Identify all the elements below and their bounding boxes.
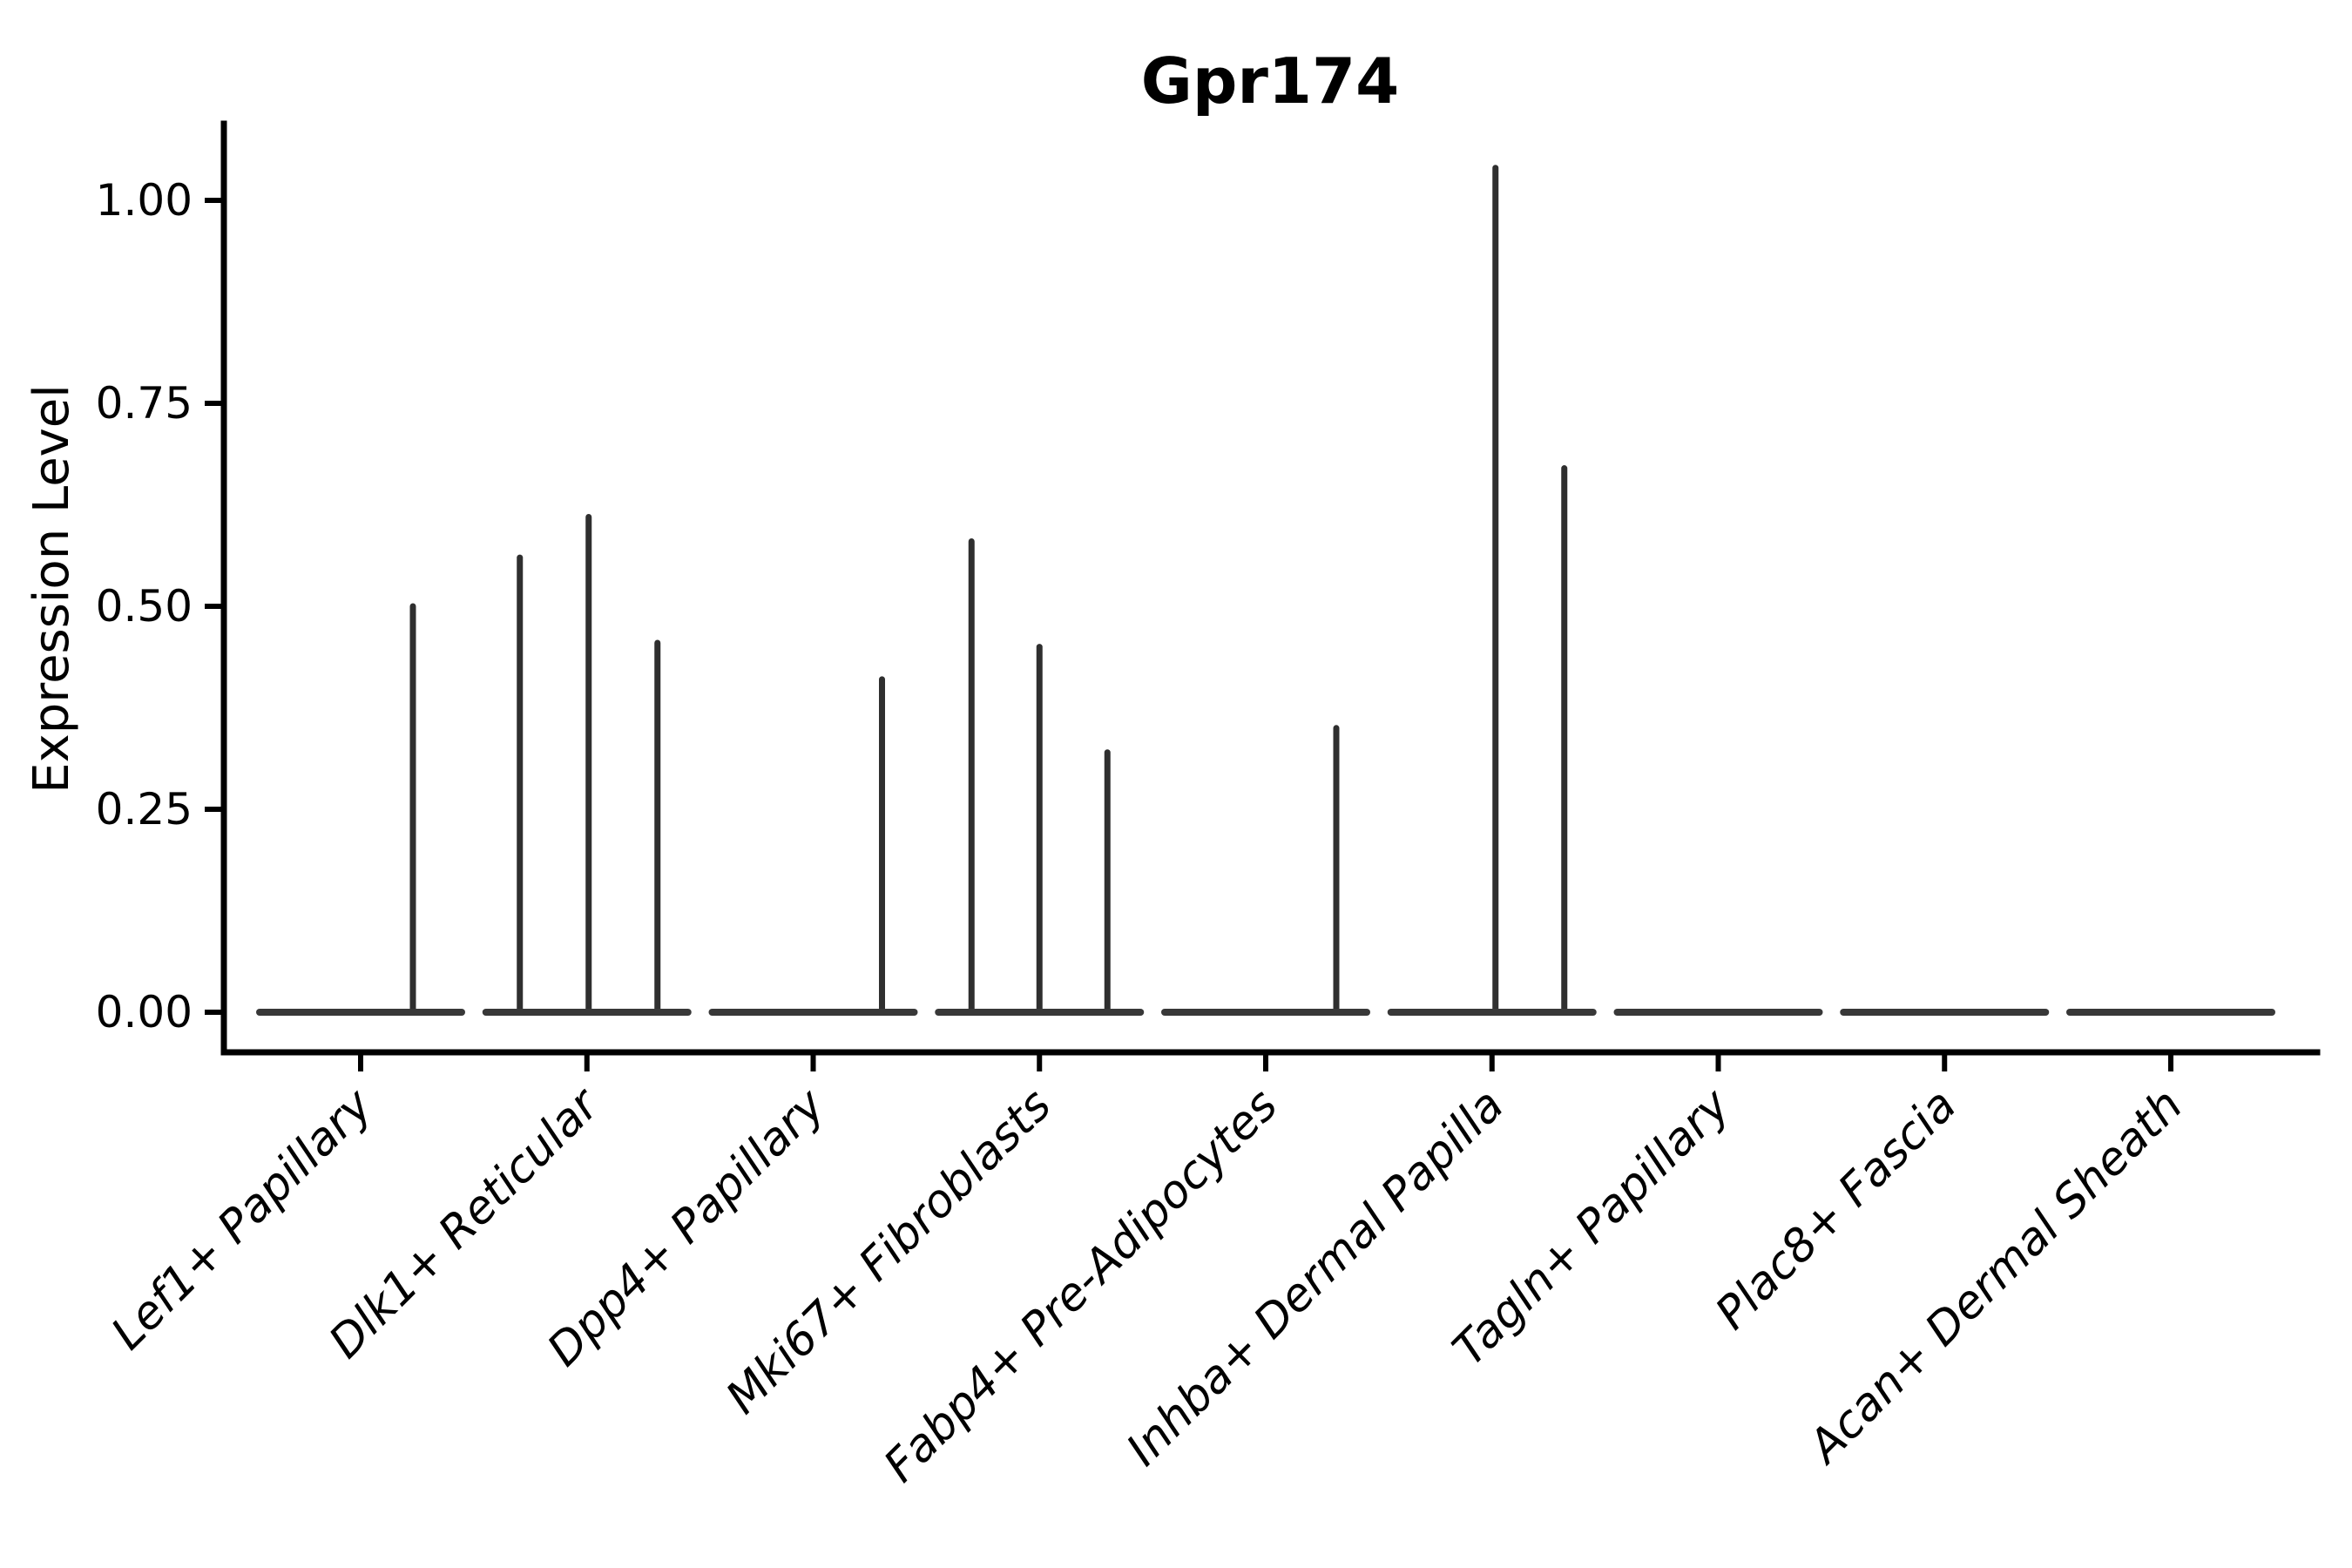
- y-ticks-group: 0.00 0.25 0.50 0.75 1.00: [96, 175, 224, 1037]
- violin-baseline: [1387, 1009, 1597, 1016]
- violin-baseline: [708, 1009, 918, 1016]
- violin-baseline: [1840, 1009, 2050, 1016]
- violin-baseline: [935, 1009, 1145, 1016]
- violin-baseline: [2066, 1009, 2275, 1016]
- y-axis-label: Expression Level: [24, 384, 80, 794]
- y-tick-label: 0.25: [96, 784, 193, 835]
- y-tick-label: 0.75: [96, 378, 193, 429]
- y-tick-label: 0.00: [96, 987, 193, 1037]
- x-category-label: Fabp4+ Pre-Adipocytes: [875, 1079, 1288, 1493]
- violin-baseline: [482, 1009, 692, 1016]
- violin-baseline: [1161, 1009, 1370, 1016]
- x-category-label: Inhba+ Dermal Papilla: [1117, 1079, 1514, 1477]
- y-tick-label: 1.00: [96, 175, 193, 226]
- x-category-label: Plac8+ Fascia: [1706, 1079, 1966, 1340]
- x-category-label: Acan+ Dermal Sheath: [1797, 1079, 2193, 1475]
- chart-title: Gpr174: [1141, 44, 1399, 118]
- axis-spines-group: [220, 120, 2321, 1056]
- violin-bodies-group: [256, 165, 2275, 1016]
- y-tick-label: 0.50: [96, 581, 193, 632]
- violin-baseline: [1613, 1009, 1823, 1016]
- violin-baseline: [256, 1009, 465, 1016]
